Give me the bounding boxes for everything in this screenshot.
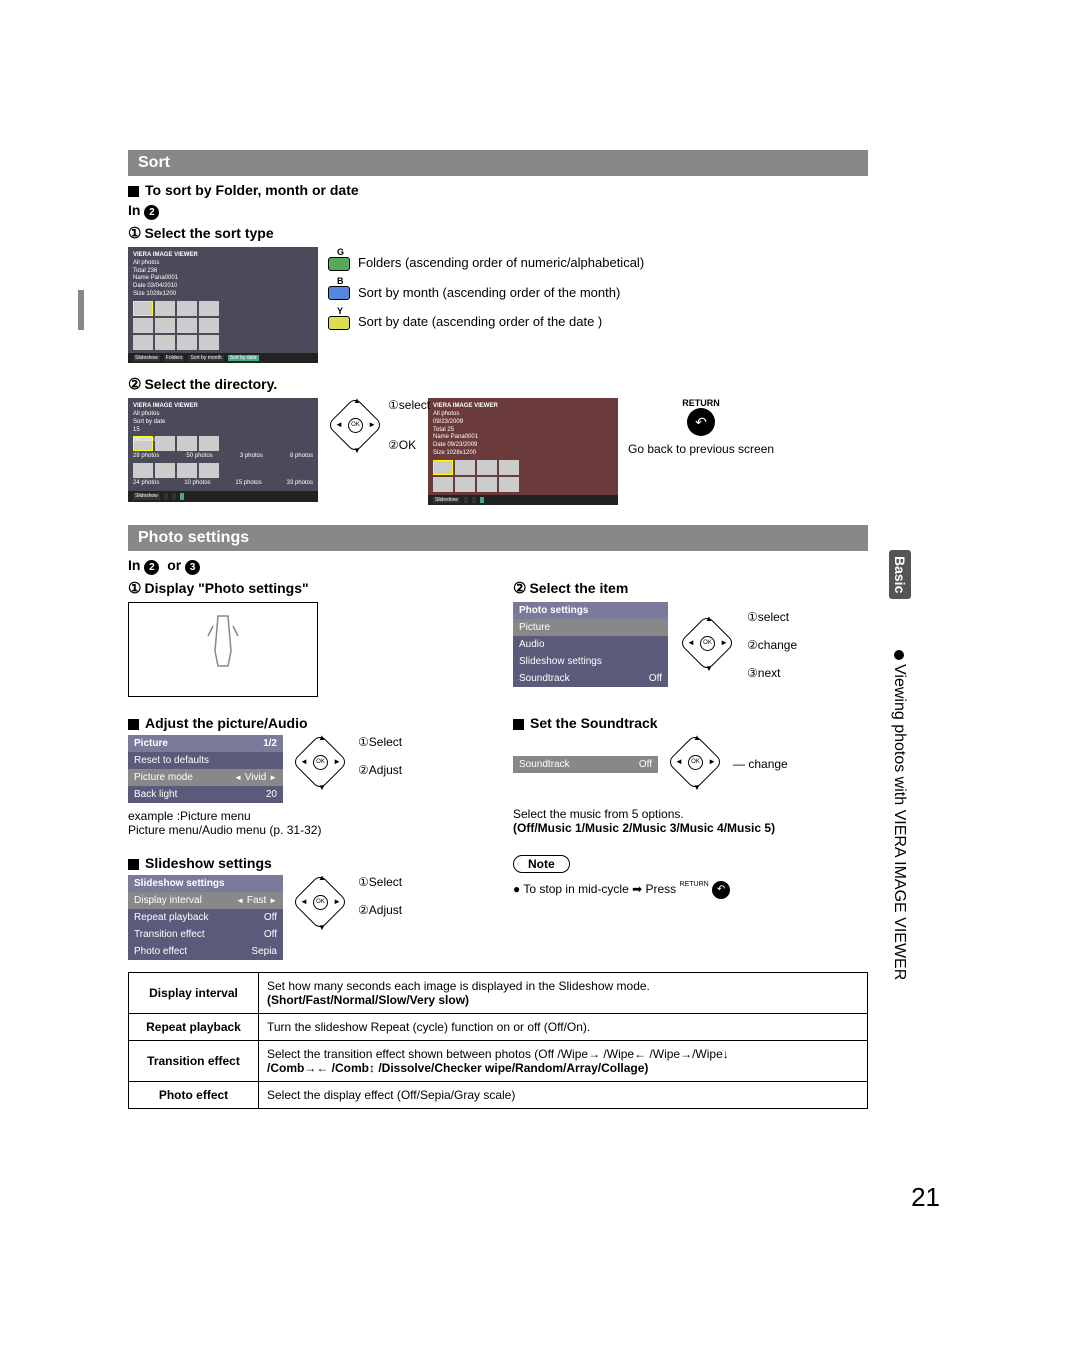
dpad-labels: ①select ②change ③next bbox=[747, 610, 797, 680]
menu-slideshow[interactable]: Slideshow settings bbox=[513, 653, 668, 670]
option-b: Sort by month (ascending order of the mo… bbox=[328, 285, 868, 301]
display-mock bbox=[128, 602, 318, 697]
step1-line: ①Select the sort type bbox=[128, 224, 868, 243]
repeat-row[interactable]: Repeat playbackOff bbox=[128, 909, 283, 926]
reset-row[interactable]: Reset to defaults bbox=[128, 752, 283, 769]
soundtrack-title: Set the Soundtrack bbox=[513, 715, 868, 731]
photo-settings-menu: Photo settings Picture Audio Slideshow s… bbox=[513, 602, 668, 687]
photo-step2: ②Select the item bbox=[513, 579, 868, 598]
settings-desc-table: Display interval Set how many seconds ea… bbox=[128, 972, 868, 1109]
dpad-ok-label: ②OK bbox=[388, 438, 416, 452]
photo-in-line: In 2 or 3 bbox=[128, 557, 868, 575]
example-text: example :Picture menu bbox=[128, 809, 483, 823]
page-number: 21 bbox=[911, 1182, 940, 1213]
sort-subtitle: To sort by Folder, month or date bbox=[128, 182, 868, 198]
dpad-control-3[interactable]: OK ▲ ▼ ◄ ► bbox=[293, 735, 348, 790]
note-text: ● To stop in mid-cycle ➡ Press RETURN ↶ bbox=[513, 881, 868, 899]
photo-header: Photo settings bbox=[128, 525, 868, 551]
dpad-control-2[interactable]: OK ▲ ▼ ◄ ► bbox=[680, 616, 735, 671]
viera-viewer-thumbnail: VIERA IMAGE VIEWER All photos Total 236 … bbox=[128, 247, 318, 363]
side-label: Viewing photos with VIERA IMAGE VIEWER bbox=[890, 650, 908, 980]
slideshow-box: Slideshow settings Display interval◄ Fas… bbox=[128, 875, 283, 960]
backlight-row[interactable]: Back light20 bbox=[128, 786, 283, 803]
menu-audio[interactable]: Audio bbox=[513, 636, 668, 653]
dpad-select-label: ①select bbox=[388, 398, 430, 412]
step2-line: ②Select the directory. bbox=[128, 375, 868, 394]
dpad-control-4[interactable]: OK ▲ ▼ ◄ ► bbox=[668, 735, 723, 790]
photoeffect-row[interactable]: Photo effectSepia bbox=[128, 943, 283, 960]
page-content: Sort To sort by Folder, month or date In… bbox=[128, 150, 868, 1109]
side-gray-tab bbox=[78, 290, 84, 330]
menu-soundtrack[interactable]: SoundtrackOff bbox=[513, 670, 668, 687]
table-row: Display interval Set how many seconds ea… bbox=[129, 973, 868, 1014]
dpad-labels-5: ①Select②Adjust bbox=[358, 875, 402, 917]
ref-text: Picture menu/Audio menu (p. 31-32) bbox=[128, 823, 483, 837]
side-tab-basic: Basic bbox=[892, 550, 908, 599]
table-row: Photo effect Select the display effect (… bbox=[129, 1082, 868, 1109]
adjust-title: Adjust the picture/Audio bbox=[128, 715, 483, 731]
dpad-labels-3: ①Select②Adjust bbox=[358, 735, 402, 777]
viera-viewer-sortdate: VIERA IMAGE VIEWER All photos Sort by da… bbox=[128, 398, 318, 501]
sort-header: Sort bbox=[128, 150, 868, 176]
menu-picture[interactable]: Picture bbox=[513, 619, 668, 636]
dpad-control-5[interactable]: OK ▲ ▼ ◄ ► bbox=[293, 875, 348, 930]
soundtrack-options: (Off/Music 1/Music 2/Music 3/Music 4/Mus… bbox=[513, 821, 868, 835]
in-line: In 2 bbox=[128, 202, 868, 220]
return-icon-small[interactable]: ↶ bbox=[712, 881, 730, 899]
transition-row[interactable]: Transition effectOff bbox=[128, 926, 283, 943]
table-row: Repeat playback Turn the slideshow Repea… bbox=[129, 1014, 868, 1041]
interval-row[interactable]: Display interval◄ Fast ► bbox=[128, 892, 283, 909]
picmode-row[interactable]: Picture mode◄ Vivid ► bbox=[128, 769, 283, 786]
option-y: Sort by date (ascending order of the dat… bbox=[328, 314, 868, 330]
change-label: — change bbox=[733, 757, 788, 771]
dpad-control[interactable]: OK ▲ ▼ ◄ ► bbox=[328, 398, 383, 453]
slideshow-title: Slideshow settings bbox=[128, 855, 483, 871]
soundtrack-box: SoundtrackOff bbox=[513, 756, 658, 773]
option-g: Folders (ascending order of numeric/alph… bbox=[328, 255, 868, 271]
note-label: Note bbox=[513, 855, 570, 873]
soundtrack-desc: Select the music from 5 options. bbox=[513, 807, 868, 821]
picture-menu-box: Picture1/2 Reset to defaults Picture mod… bbox=[128, 735, 283, 803]
return-block: RETURN ↶ Go back to previous screen bbox=[628, 398, 774, 456]
table-row: Transition effect Select the transition … bbox=[129, 1041, 868, 1082]
photo-step1: ①Display "Photo settings" bbox=[128, 579, 483, 598]
soundtrack-row[interactable]: SoundtrackOff bbox=[513, 756, 658, 773]
viera-viewer-selected: VIERA IMAGE VIEWER All photos 09/23/2009… bbox=[428, 398, 618, 505]
return-icon[interactable]: ↶ bbox=[687, 408, 715, 436]
